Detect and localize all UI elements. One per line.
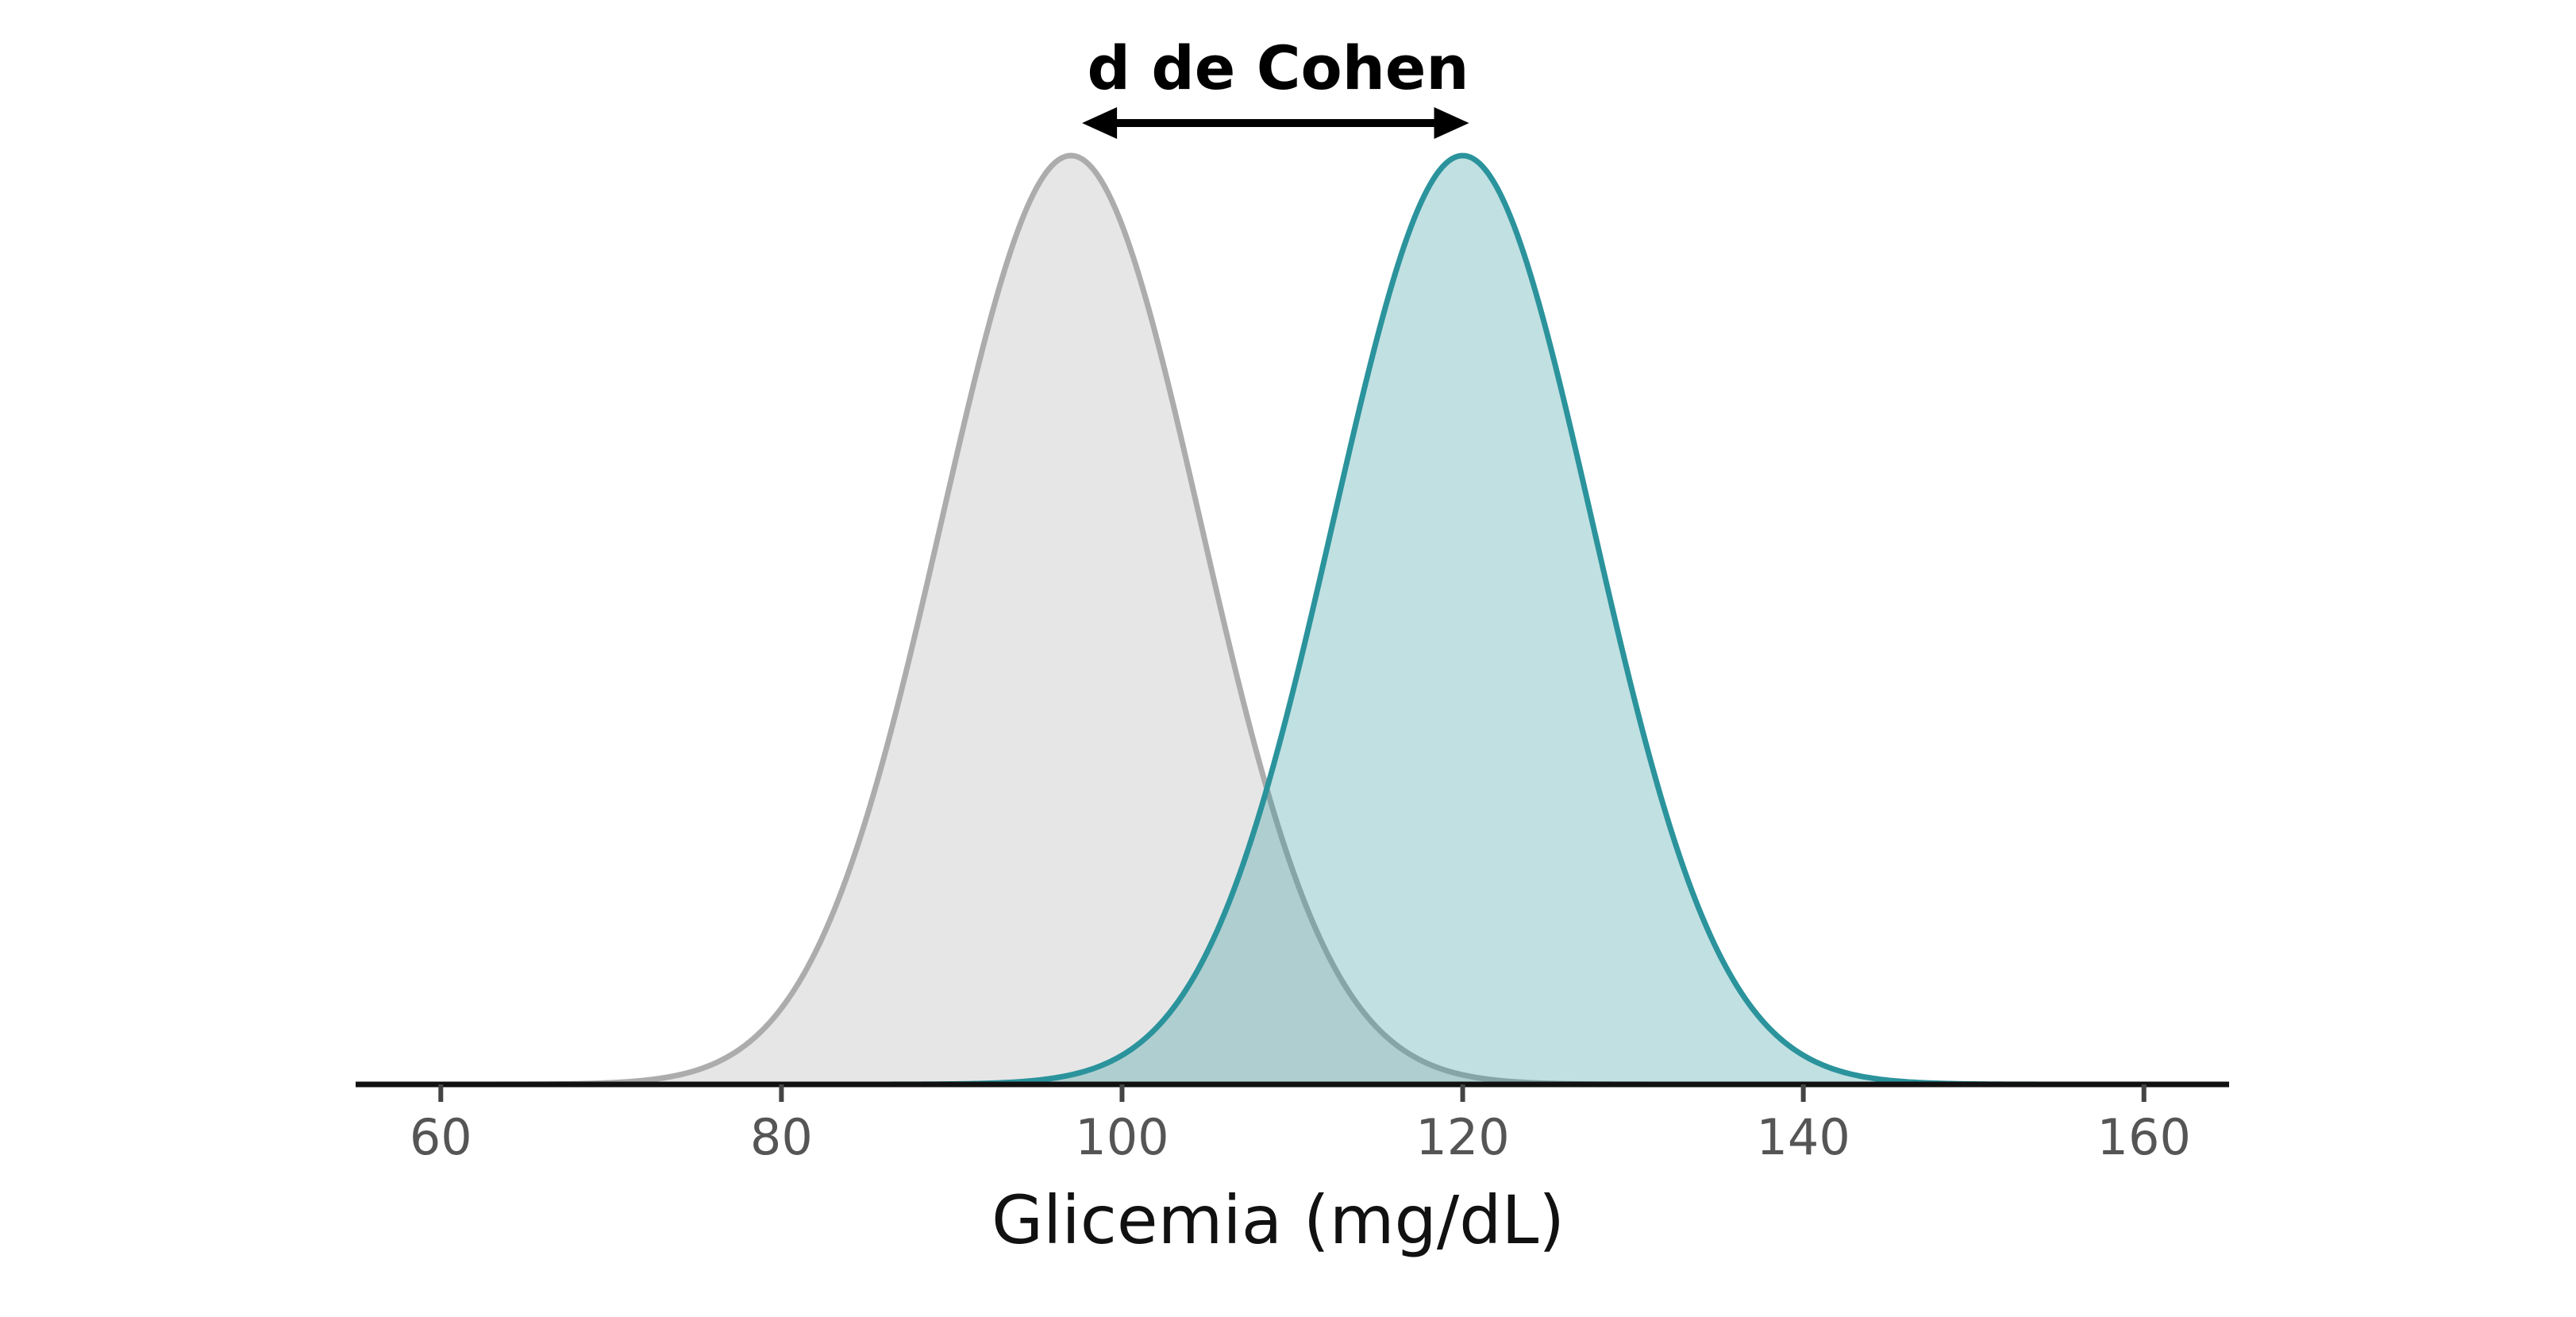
x-tick-label-80: 80 <box>750 1108 813 1166</box>
series-layer <box>356 152 2229 1088</box>
series-1-area <box>356 156 2229 1084</box>
annotation-arrowhead-right <box>1434 107 1469 139</box>
x-tick-label-120: 120 <box>1415 1108 1509 1166</box>
x-tick-label-60: 60 <box>410 1108 472 1166</box>
x-tick-label-140: 140 <box>1756 1108 1850 1166</box>
annotation-arrowhead-left <box>1082 107 1118 139</box>
series-2-area <box>356 156 2229 1084</box>
x-tick-label-100: 100 <box>1075 1108 1169 1166</box>
cohen-d-annotation: d de Cohen <box>1082 33 1469 139</box>
x-tick-label-160: 160 <box>2097 1108 2191 1166</box>
x-axis-title: Glicemia (mg/dL) <box>992 1181 1565 1259</box>
annotation-label: d de Cohen <box>1087 33 1469 103</box>
x-axis-ticks: 60 80 100 120 140 160 <box>410 1084 2191 1166</box>
